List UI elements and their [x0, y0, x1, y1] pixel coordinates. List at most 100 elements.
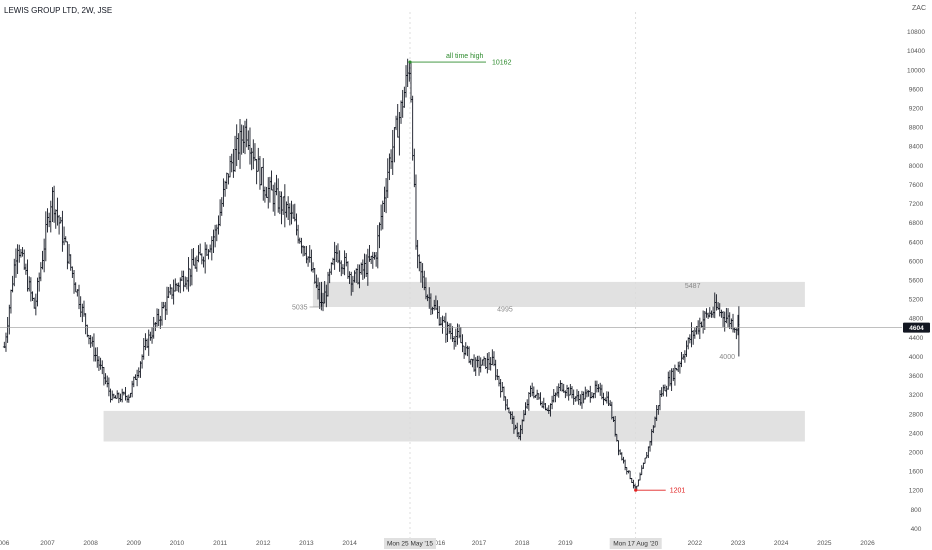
ohlc-bar	[308, 245, 312, 263]
ohlc-bar	[250, 147, 254, 171]
ohlc-bar	[238, 119, 242, 169]
ohlc-bar	[402, 86, 406, 108]
ohlc-bar	[600, 384, 604, 400]
ohlc-bar	[142, 338, 146, 360]
ohlc-bar	[288, 203, 292, 226]
ohlc-bar	[417, 254, 421, 272]
ohlc-bar	[670, 368, 674, 391]
ohlc-bar	[51, 187, 54, 222]
ohlc-bar	[690, 322, 693, 348]
ohlc-bar	[389, 149, 393, 169]
ohlc-bar	[167, 286, 171, 299]
ohlc-bar	[602, 392, 605, 406]
ohlc-bar	[137, 367, 141, 378]
x-tick-label: 2024	[774, 540, 789, 547]
ohlc-bar	[344, 252, 348, 267]
ohlc-bar	[80, 303, 84, 323]
ohlc-bar	[356, 264, 360, 285]
ohlc-bar	[333, 241, 337, 270]
ohlc-bar	[701, 310, 705, 334]
date-badge	[384, 538, 436, 549]
ohlc-bar	[24, 263, 28, 275]
ohlc-bar	[233, 135, 237, 172]
ohlc-bar	[22, 249, 26, 270]
current-price-badge	[903, 322, 930, 333]
ohlc-bar	[107, 377, 111, 397]
ohlc-bar	[412, 148, 416, 188]
ohlc-bar	[144, 333, 147, 351]
ohlc-bar	[92, 333, 96, 362]
ohlc-bar	[295, 213, 298, 236]
ohlc-bar	[207, 249, 210, 260]
ohlc-bar	[671, 367, 675, 382]
gridlines	[409, 12, 637, 538]
ohlc-bar	[568, 383, 572, 396]
ohlc-bar	[399, 100, 403, 124]
ohlc-bar	[7, 304, 11, 335]
ohlc-bar	[466, 345, 469, 357]
ohlc-bar	[575, 389, 579, 402]
ohlc-bar	[578, 394, 582, 406]
ohlc-bar	[313, 267, 317, 284]
ohlc-bar	[87, 334, 91, 345]
ohlc-bar	[231, 148, 235, 178]
axes: 400 800 1200 1600 2000 2400 2800 3200 3600 4000 44…	[0, 29, 930, 549]
ohlc-bar	[147, 329, 151, 356]
ohlc-bar	[711, 306, 715, 318]
ohlc-bar	[243, 120, 247, 155]
ohlc-bar	[494, 359, 498, 381]
ohlc-bar	[673, 364, 677, 386]
ohlc-bar	[461, 334, 464, 353]
ohlc-bar	[223, 180, 227, 197]
ohlc-bar	[454, 328, 458, 347]
ohlc-bar	[721, 311, 725, 327]
ohlc-bar	[102, 367, 106, 386]
ohlc-bar	[64, 236, 68, 243]
ath-marker	[408, 60, 412, 64]
ohlc-bar	[132, 376, 136, 388]
ohlc-bar	[155, 308, 159, 327]
ohlc-bar	[29, 277, 33, 302]
ohlc-bar	[529, 385, 532, 398]
ohlc-bar	[376, 225, 380, 269]
ohlc-bar	[185, 277, 189, 290]
y-tick-label: 8800	[909, 125, 924, 132]
y-tick-label: 2400	[909, 430, 924, 437]
ohlc-bar	[172, 279, 176, 305]
y-tick-label: 4400	[909, 335, 924, 342]
y-tick-label: 6400	[909, 239, 924, 246]
y-tick-label: 6000	[909, 258, 924, 265]
ohlc-bar	[648, 440, 652, 452]
y-tick-label: 1200	[909, 488, 924, 495]
ohlc-bar	[56, 197, 59, 226]
ohlc-bar	[41, 250, 44, 270]
ohlc-bar	[472, 354, 476, 372]
x-tick-label: 2006	[0, 540, 10, 547]
ohlc-bar	[500, 381, 504, 393]
ohlc-bar	[130, 380, 134, 398]
level-5487-label: 5487	[685, 283, 701, 290]
ohlc-bar	[256, 147, 260, 172]
ohlc-bar	[306, 256, 310, 267]
ohlc-bar	[726, 308, 730, 328]
low-1201-label: 1201	[670, 488, 686, 495]
ohlc-bar	[623, 459, 627, 471]
ohlc-bar	[660, 387, 664, 397]
ohlc-bar	[411, 95, 415, 161]
price-bars	[2, 58, 740, 491]
ohlc-bar	[728, 312, 732, 330]
ohlc-bar	[14, 248, 18, 278]
ohlc-bar	[32, 297, 36, 309]
x-tick-label: 2019	[558, 540, 573, 547]
ohlc-bar	[676, 361, 680, 372]
ohlc-bar	[31, 291, 34, 302]
ohlc-bar	[150, 327, 154, 344]
ohlc-bar	[27, 276, 31, 292]
ohlc-bar	[253, 143, 257, 162]
ohlc-bar	[505, 399, 509, 410]
ohlc-bar	[374, 251, 378, 267]
ohlc-bar	[89, 334, 93, 348]
y-tick-label: 5200	[909, 297, 924, 304]
ohlc-bar	[663, 384, 667, 392]
ohlc-bar	[109, 388, 112, 403]
